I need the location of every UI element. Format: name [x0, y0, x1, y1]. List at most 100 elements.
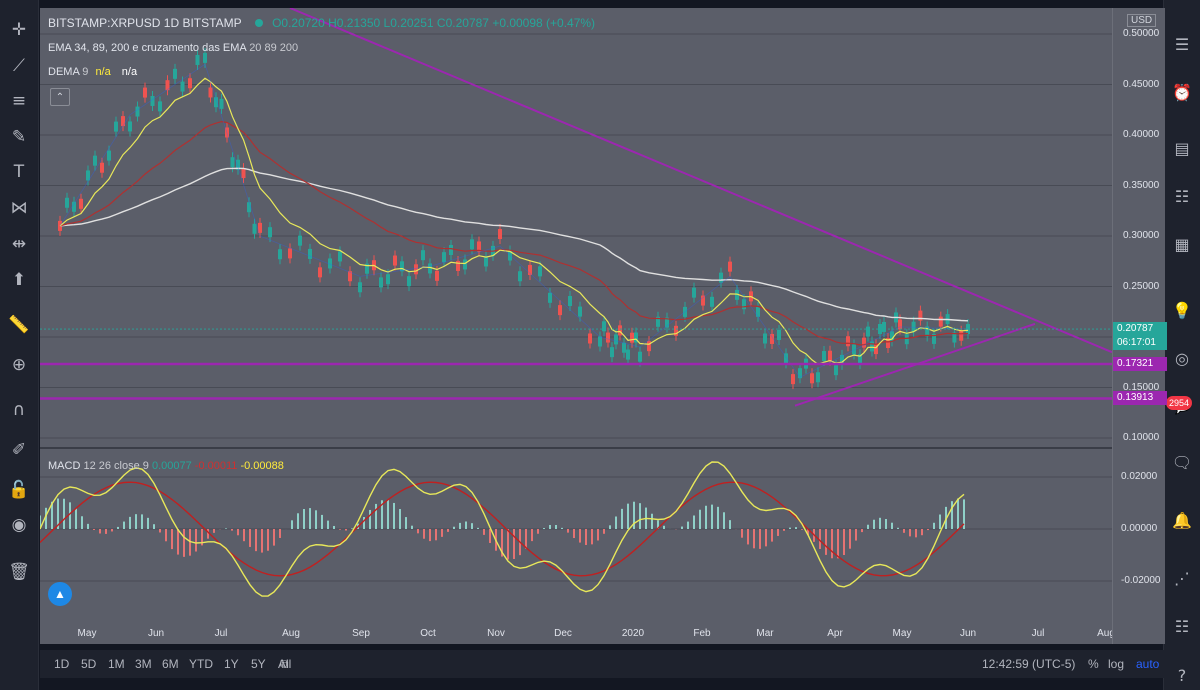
text-icon[interactable]: T: [13, 162, 25, 182]
streams-icon[interactable]: ◎: [1175, 348, 1189, 368]
descending-trendline: [289, 8, 1113, 354]
candle-body: [470, 239, 474, 250]
candle-body: [938, 316, 943, 327]
trash-icon[interactable]: 🗑: [8, 562, 30, 582]
price-tick-label: 0.25000: [1123, 280, 1160, 292]
candle-body: [365, 263, 369, 274]
time-axis-label: May: [78, 628, 97, 639]
candle-body: [548, 292, 552, 303]
log-scale-toggle[interactable]: log: [1108, 657, 1125, 671]
eye-icon[interactable]: ◉: [11, 515, 27, 535]
macd-params: 12 26 close 9: [83, 460, 149, 472]
timeframe-5d[interactable]: 5D: [81, 657, 97, 671]
timeframe-1y[interactable]: 1Y: [224, 657, 239, 671]
price-tick-label: 0.15000: [1123, 381, 1160, 393]
support-price-tag-1: 0.17321: [1113, 357, 1167, 372]
time-axis-label: May: [893, 628, 912, 639]
timeframe-ytd[interactable]: YTD: [189, 657, 213, 671]
timeframe-1d[interactable]: 1D: [54, 657, 70, 671]
candle-body: [630, 332, 634, 343]
change-value: +0.00098 (+0.47%): [492, 16, 596, 30]
bar-countdown: 06:17:01: [1113, 336, 1167, 351]
candle-body: [528, 264, 532, 275]
dom-icon[interactable]: ☷: [1174, 616, 1190, 636]
candle-body: [165, 80, 170, 91]
fib-icon[interactable]: ≡: [11, 91, 27, 111]
time-axis-label: Feb: [693, 628, 711, 639]
candle-body: [328, 258, 332, 269]
pattern-icon[interactable]: ⋈: [10, 198, 28, 218]
candle-body: [93, 155, 97, 166]
trendline-icon[interactable]: ⟋: [13, 56, 25, 76]
crosshair-icon[interactable]: ✛: [11, 20, 27, 40]
calendar-icon[interactable]: ▦: [1174, 234, 1190, 254]
ema-legend[interactable]: EMA 34, 89, 200 e cruzamento das EMA 20 …: [48, 42, 298, 54]
data-window-icon[interactable]: ▤: [1174, 138, 1190, 158]
candle-body: [518, 271, 522, 282]
candle-body: [114, 121, 118, 132]
notification-count-badge: 2954: [1166, 396, 1192, 410]
measure-icon[interactable]: ⇹: [11, 234, 27, 254]
chart-pane[interactable]: May Jun Jul Aug Sep Oct Nov Dec 2020 Feb Mar Apr May…: [40, 8, 1164, 644]
candle-body: [735, 289, 739, 300]
candle-body: [638, 351, 642, 362]
candle-body: [477, 241, 481, 252]
lock-draw-icon[interactable]: ✐: [11, 440, 27, 460]
price-chart[interactable]: May Jun Jul Aug Sep Oct Nov Dec 2020 Feb Mar Apr May…: [40, 8, 1164, 644]
candle-body: [463, 259, 467, 270]
open-value: O0.20720: [272, 16, 325, 30]
brush-icon[interactable]: ✎: [11, 127, 27, 147]
ideas-icon[interactable]: 💡: [1172, 300, 1192, 320]
collapse-legend-button[interactable]: ⌃: [50, 88, 70, 106]
candle-body: [230, 157, 235, 168]
timeframe-all[interactable]: All: [278, 657, 292, 671]
candle-body: [400, 261, 404, 272]
price-tick-label: 0.35000: [1123, 179, 1160, 191]
macd-line: [40, 461, 965, 597]
date-range-icon[interactable]: ⧉: [280, 657, 289, 671]
candle-body: [742, 299, 746, 310]
support-price-tag-2: 0.13913: [1113, 391, 1167, 406]
timeframe-3m[interactable]: 3M: [135, 657, 152, 671]
macd-tick-label: 0.02000: [1121, 471, 1158, 482]
dema-label: DEMA: [48, 66, 80, 78]
symbol-legend[interactable]: BITSTAMP:XRPUSD 1D BITSTAMP O0.20720 H0.…: [48, 16, 595, 30]
price-scale[interactable]: USD 0.50000 0.45000 0.40000 0.35000 0.30000 0…: [1112, 8, 1167, 644]
alarm-icon[interactable]: 🔔: [1172, 510, 1192, 530]
dema-legend[interactable]: DEMA 9 n/a n/a: [48, 66, 137, 78]
timeframe-6m[interactable]: 6M: [162, 657, 179, 671]
candle-body: [798, 368, 802, 379]
timeframe-5y[interactable]: 5Y: [251, 657, 266, 671]
candle-body: [816, 372, 820, 383]
macd-legend[interactable]: MACD 12 26 close 9 0.00077 -0.00011 -0.0…: [48, 460, 284, 472]
candle-body: [610, 347, 614, 358]
candle-body: [421, 250, 425, 261]
alerts-icon[interactable]: ⏰: [1172, 82, 1192, 102]
magnet-icon[interactable]: ∩: [12, 400, 26, 420]
zoom-icon[interactable]: ⊕: [11, 355, 27, 375]
auto-scale-toggle[interactable]: auto: [1136, 657, 1160, 671]
arrow-up-icon[interactable]: ⬆: [11, 270, 27, 290]
tradingview-logo-icon[interactable]: ▲: [48, 582, 72, 606]
ruler-icon[interactable]: 📏: [8, 315, 30, 335]
symbol-title: BITSTAMP:XRPUSD 1D BITSTAMP: [48, 16, 242, 30]
candle-body: [338, 251, 342, 262]
notifications-icon[interactable]: 🗨: [1171, 452, 1193, 472]
help-icon[interactable]: ?: [1177, 665, 1187, 685]
currency-label[interactable]: USD: [1127, 14, 1157, 27]
watchlist-icon[interactable]: ☰: [1174, 34, 1190, 54]
time-axis-label: Dec: [554, 628, 572, 639]
hotlist-icon[interactable]: ☷: [1174, 186, 1190, 206]
ema-params: 20 89 200: [249, 42, 299, 54]
candle-body: [318, 267, 322, 278]
clock-timezone[interactable]: 12:42:59 (UTC-5): [982, 657, 1076, 671]
percent-scale-toggle[interactable]: %: [1088, 657, 1099, 671]
order-panel-icon[interactable]: ⋰: [1174, 568, 1190, 588]
candle-body: [143, 87, 147, 98]
lock-icon[interactable]: 🔓: [8, 480, 30, 500]
candle-body: [756, 306, 760, 317]
candle-body: [791, 374, 795, 385]
candle-body: [614, 334, 618, 345]
candle-body: [665, 317, 669, 328]
timeframe-1m[interactable]: 1M: [108, 657, 125, 671]
